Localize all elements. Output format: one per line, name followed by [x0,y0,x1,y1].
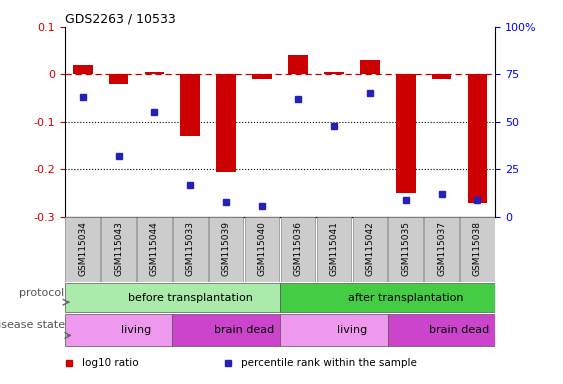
Text: brain dead: brain dead [430,325,490,335]
FancyBboxPatch shape [65,217,100,282]
Bar [216,74,236,172]
Text: GSM115034: GSM115034 [78,221,87,276]
FancyBboxPatch shape [317,217,351,282]
FancyBboxPatch shape [461,217,495,282]
FancyBboxPatch shape [281,217,315,282]
FancyBboxPatch shape [172,314,280,346]
Text: living: living [337,325,367,335]
Text: GSM115033: GSM115033 [186,221,195,276]
Bar [73,65,92,74]
FancyBboxPatch shape [209,217,243,282]
FancyBboxPatch shape [245,217,279,282]
Bar [396,74,415,193]
Bar [288,55,308,74]
Bar [181,74,200,136]
Bar [468,74,488,203]
Text: GSM115041: GSM115041 [329,221,338,276]
Text: brain dead: brain dead [214,325,274,335]
Text: GSM115043: GSM115043 [114,221,123,276]
Text: GSM115035: GSM115035 [401,221,410,276]
FancyBboxPatch shape [425,217,459,282]
Text: GSM115040: GSM115040 [258,221,267,276]
Text: GDS2263 / 10533: GDS2263 / 10533 [65,13,176,26]
Text: after transplantation: after transplantation [348,293,463,303]
Text: GSM115044: GSM115044 [150,221,159,276]
FancyBboxPatch shape [65,314,172,346]
Text: GSM115036: GSM115036 [293,221,302,276]
Bar [109,74,128,84]
Bar [360,60,379,74]
Text: percentile rank within the sample: percentile rank within the sample [242,358,417,368]
Bar [432,74,452,79]
Text: protocol: protocol [20,288,65,298]
Bar [324,72,344,74]
FancyBboxPatch shape [173,217,208,282]
Text: log10 ratio: log10 ratio [82,358,138,368]
Text: living: living [122,325,151,335]
FancyBboxPatch shape [280,314,388,346]
FancyBboxPatch shape [388,217,423,282]
Text: GSM115038: GSM115038 [473,221,482,276]
Text: GSM115037: GSM115037 [437,221,446,276]
Bar [145,72,164,74]
FancyBboxPatch shape [352,217,387,282]
Text: GSM115039: GSM115039 [222,221,231,276]
FancyBboxPatch shape [388,314,495,346]
Bar [252,74,272,79]
FancyBboxPatch shape [280,283,495,312]
Text: disease state: disease state [0,320,65,330]
FancyBboxPatch shape [137,217,172,282]
FancyBboxPatch shape [101,217,136,282]
Text: before transplantation: before transplantation [128,293,253,303]
Text: GSM115042: GSM115042 [365,221,374,276]
FancyBboxPatch shape [65,283,280,312]
